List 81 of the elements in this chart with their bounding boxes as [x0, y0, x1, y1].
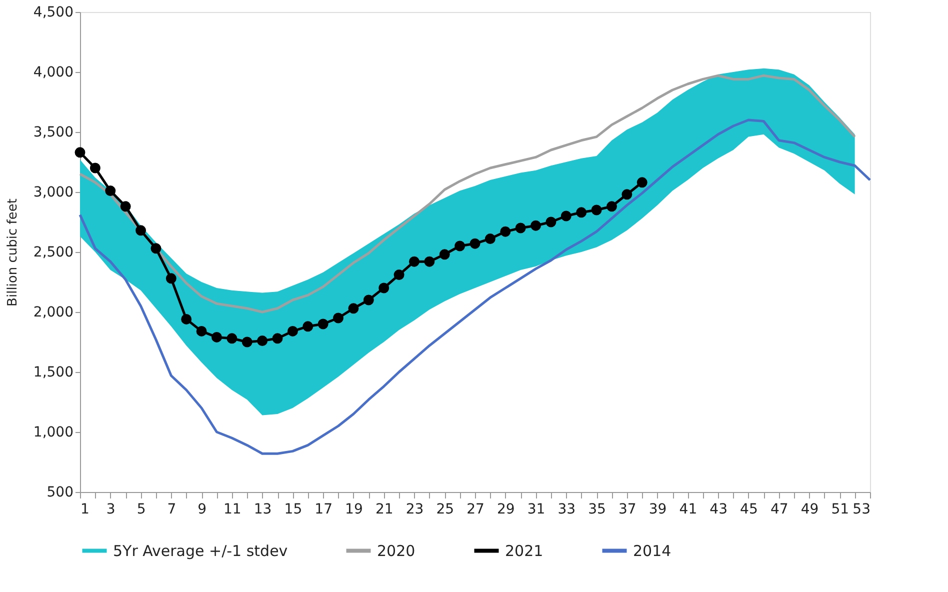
x-tick-label: 31 — [527, 502, 546, 518]
point — [257, 336, 268, 346]
legend-label: 5Yr Average +/-1 stdev — [113, 542, 288, 560]
x-tick-label: 1 — [80, 502, 90, 518]
x-tick-label: 13 — [254, 502, 272, 518]
x-tick-label: 49 — [800, 502, 819, 518]
x-tick-label: 5 — [136, 502, 146, 518]
x-tick-label: 33 — [558, 502, 576, 518]
point — [226, 333, 238, 344]
point — [484, 234, 496, 244]
point — [546, 216, 556, 228]
point — [166, 273, 176, 284]
point — [272, 333, 283, 344]
point — [636, 177, 648, 188]
point — [576, 207, 587, 218]
point — [622, 189, 632, 200]
y-tick-label: 4,500 — [33, 4, 74, 20]
x-tick-label: 17 — [314, 502, 332, 518]
line-series — [78, 74, 856, 314]
y-tick-label: 1,500 — [33, 364, 74, 380]
y-tick-label: 2,000 — [33, 304, 74, 320]
point — [530, 220, 542, 231]
point — [74, 147, 86, 158]
point — [363, 294, 374, 306]
point — [515, 222, 526, 234]
point — [287, 326, 298, 336]
point — [606, 201, 617, 212]
point — [333, 312, 344, 324]
x-tick-label: 43 — [710, 502, 728, 518]
line-series — [78, 118, 872, 455]
x-tick-label: 53 — [852, 502, 870, 518]
x-tick-label: 35 — [588, 502, 606, 518]
y-tick-label: 1,000 — [33, 424, 74, 440]
y-tick-label: 2,500 — [33, 244, 74, 260]
point — [424, 256, 435, 267]
legend-label: 2014 — [633, 542, 672, 560]
point — [408, 256, 420, 267]
point — [136, 225, 146, 236]
y-axis-title: Billion cubic feet — [5, 198, 20, 306]
point — [439, 249, 450, 260]
x-tick-label: 37 — [618, 502, 636, 518]
x-tick-label: 11 — [224, 502, 242, 518]
point — [378, 282, 390, 294]
x-tick-label: 3 — [106, 502, 116, 518]
x-tick-label: 21 — [375, 502, 394, 518]
point — [318, 318, 328, 330]
y-tick-label: 4,000 — [33, 64, 74, 80]
x-tick-label: 27 — [466, 502, 484, 518]
legend-label: 2020 — [377, 542, 416, 560]
point — [560, 210, 572, 222]
x-tick-label: 23 — [406, 502, 424, 518]
point — [211, 332, 222, 342]
point — [394, 270, 404, 280]
x-tick-label: 45 — [740, 502, 758, 518]
point — [302, 321, 314, 332]
y-tick-label: 3,500 — [33, 124, 74, 140]
point — [90, 162, 100, 174]
point — [348, 303, 359, 314]
x-tick-label: 15 — [284, 502, 302, 518]
x-tick-label: 47 — [770, 502, 788, 518]
x-tick-label: 7 — [167, 502, 176, 518]
point — [470, 238, 480, 249]
x-tick-label: 51 — [831, 502, 850, 518]
y-tick-label: 500 — [46, 484, 74, 500]
legend-label: 2021 — [505, 542, 544, 560]
point — [150, 243, 162, 254]
point — [500, 226, 511, 237]
x-tick-label: 19 — [345, 502, 363, 518]
point — [196, 326, 207, 336]
point — [105, 186, 116, 196]
point — [181, 314, 192, 324]
point — [454, 240, 466, 252]
x-tick-label: 25 — [436, 502, 454, 518]
x-tick-label: 29 — [496, 502, 515, 518]
point — [120, 201, 131, 212]
x-tick-label: 9 — [198, 502, 206, 518]
x-tick-label: 41 — [679, 502, 698, 518]
point — [242, 336, 252, 348]
y-tick-label: 3,000 — [33, 184, 74, 200]
x-tick-label: 39 — [648, 502, 667, 518]
point — [591, 204, 602, 216]
